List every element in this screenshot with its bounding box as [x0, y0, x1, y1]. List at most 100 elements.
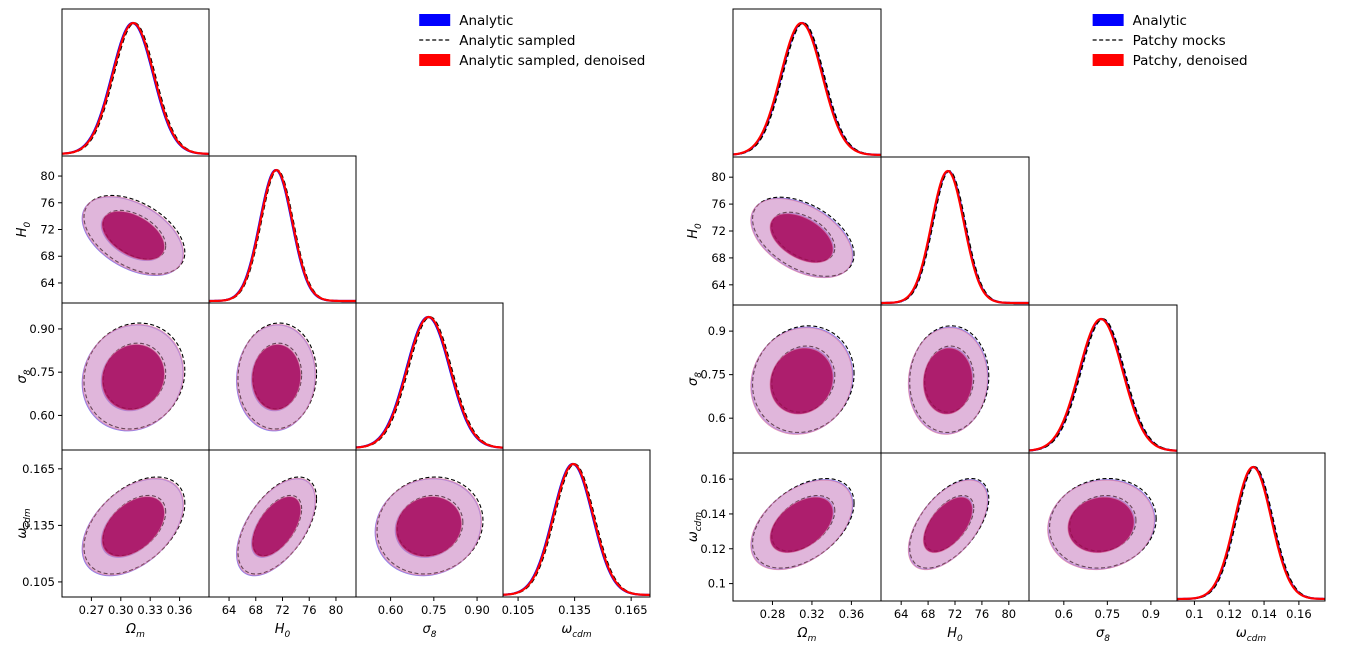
panel-h0-h0	[880, 156, 1030, 306]
contour-h0-s8-series-2-level-1	[909, 325, 990, 434]
marginal-om-series-1	[62, 21, 209, 155]
x-tick-label: 0.6	[1055, 607, 1073, 621]
y-tick-label: 0.1	[708, 577, 726, 591]
marginal-wc-series-2	[503, 463, 650, 596]
x-tick-label: 0.165	[615, 603, 648, 617]
marginal-h0-series-3	[881, 169, 1029, 305]
legend-swatch-3	[1092, 54, 1124, 66]
marginal-wc-series-3	[503, 462, 650, 597]
x-tick-label: 0.135	[558, 603, 591, 617]
panel-s8-om: 0.6 0.75 0.9 σ8	[686, 304, 882, 454]
marginal-s8-series-3	[356, 315, 503, 449]
y-tick-label: 76	[711, 197, 726, 211]
marginal-wc-series-3	[1177, 465, 1325, 601]
contour-om-s8-series-2-level-1	[751, 325, 855, 434]
x-tick-label: 0.12	[1216, 607, 1242, 621]
x-axis-label-h0: H0	[947, 626, 963, 644]
x-axis-label-om: Ωm	[125, 622, 145, 640]
panel-s8-h0	[208, 302, 357, 451]
legend-label-2: Analytic sampled	[459, 33, 575, 49]
marginal-s8-series-1	[356, 315, 503, 449]
x-tick-label: 0.9	[1142, 607, 1160, 621]
contour-om-s8-series-3-level-2	[101, 344, 165, 411]
y-tick-label: 72	[711, 224, 726, 238]
x-axis-label-s8: σ8	[423, 622, 437, 640]
contour-om-wc-series-3-level-2	[769, 496, 834, 554]
contour-om-h0-series-2-level-1	[83, 194, 186, 275]
marginal-h0-series-1	[209, 168, 356, 303]
y-tick-label: 0.60	[29, 408, 55, 422]
x-tick-label: 0.75	[421, 603, 447, 617]
panel-wc-wc: 0.1 0.12 0.14 0.16 ωcdm	[1176, 452, 1326, 644]
y-tick-label: 80	[40, 169, 55, 183]
y-tick-label: 0.165	[22, 462, 55, 476]
legend-swatch-1	[1092, 14, 1124, 26]
y-axis-label-wc: ωcdm	[686, 512, 704, 543]
x-tick-label: 64	[894, 607, 909, 621]
x-tick-label: 72	[275, 603, 290, 617]
panel-s8-s8	[1028, 304, 1178, 454]
y-tick-label: 0.75	[700, 368, 726, 382]
y-tick-label: 0.135	[22, 518, 55, 532]
contour-s8-wc-series-2-level-1	[376, 476, 484, 575]
x-tick-label: 0.28	[760, 607, 786, 621]
legend-swatch-3	[419, 54, 451, 66]
legend-1: Analytic Analytic sampled Analytic sampled…	[419, 13, 645, 69]
contour-om-wc-series-3-level-2	[101, 496, 165, 558]
panel-wc-om: 0.28 0.32 0.36 Ωm 0.1 0.12 0.14 0.16 ωcdm	[686, 452, 882, 644]
panel-wc-s8: 0.6 0.75 0.9 σ8	[1028, 452, 1178, 644]
x-tick-label: 68	[248, 603, 263, 617]
legend-label-1: Analytic	[1133, 13, 1187, 29]
marginal-om-series-3	[733, 21, 881, 157]
marginal-wc-series-2	[1177, 466, 1325, 600]
x-tick-label: 0.14	[1251, 607, 1277, 621]
x-tick-label: 76	[302, 603, 317, 617]
marginal-h0-series-2	[881, 170, 1029, 304]
y-tick-label: 0.12	[700, 542, 726, 556]
x-axis-label-om: Ωm	[797, 626, 817, 644]
marginal-om-series-1	[733, 21, 881, 157]
panel-wc-s8: 0.60 0.75 0.90 σ8	[355, 449, 504, 640]
contour-h0-s8-series-2-level-1	[237, 322, 318, 430]
panel-h0-om: 64 68 72 76 80 H0	[15, 155, 210, 304]
x-tick-label: 68	[921, 607, 936, 621]
panel-wc-om: 0.27 0.30 0.33 0.36 Ωm 0.105 0.135 0.165 ωcdm	[15, 449, 210, 640]
marginal-om-series-2	[62, 22, 209, 155]
contour-s8-wc-series-3-level-2	[395, 496, 462, 558]
marginal-om-series-3	[62, 21, 209, 155]
x-tick-label: 0.90	[464, 603, 490, 617]
contour-h0-wc-series-3-level-2	[251, 496, 302, 558]
y-axis-label-wc: ωcdm	[15, 508, 33, 539]
panel-wc-h0: 64 68 72 76 80 H0	[880, 452, 1030, 644]
contour-h0-s8-series-3-level-2	[251, 344, 302, 411]
y-tick-label: 76	[40, 196, 55, 210]
x-tick-label: 0.16	[1286, 607, 1312, 621]
x-axis-label-s8: σ8	[1096, 626, 1110, 644]
y-axis-label-h0: H0	[686, 223, 704, 239]
y-tick-label: 64	[40, 276, 55, 290]
panel-om-om	[732, 8, 882, 158]
y-tick-label: 0.16	[700, 472, 726, 486]
x-tick-label: 0.30	[108, 603, 134, 617]
contour-s8-wc-series-2-level-1	[1048, 477, 1157, 569]
x-tick-label: 0.36	[167, 603, 193, 617]
x-tick-label: 0.32	[799, 607, 825, 621]
y-tick-label: 0.6	[708, 411, 726, 425]
panel-frame	[1176, 452, 1326, 602]
panel-s8-h0	[880, 304, 1030, 454]
x-tick-label: 76	[975, 607, 990, 621]
x-tick-label: 0.36	[839, 607, 865, 621]
x-axis-label-h0: H0	[275, 622, 291, 640]
x-axis-label-wc: ωcdm	[561, 622, 592, 640]
y-axis-label-s8: σ8	[686, 372, 704, 386]
panel-frame	[61, 8, 210, 157]
panel-s8-om: 0.60 0.75 0.90 σ8	[15, 302, 210, 451]
panel-wc-h0: 64 68 72 76 80 H0	[208, 449, 357, 640]
marginal-wc-series-1	[503, 462, 650, 597]
legend-label-1: Analytic	[459, 13, 513, 29]
y-tick-label: 68	[711, 251, 726, 265]
y-axis-label-s8: σ8	[15, 369, 33, 383]
